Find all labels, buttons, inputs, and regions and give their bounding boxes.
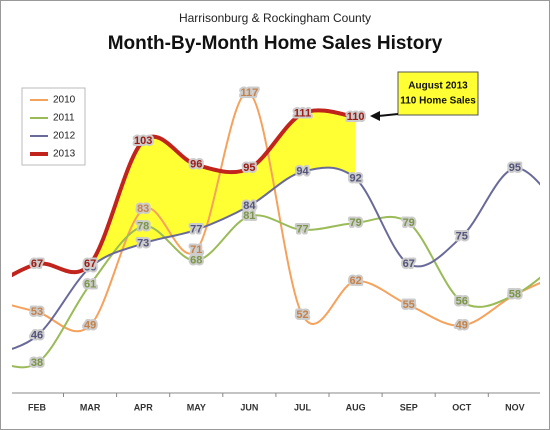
series-line — [12, 91, 540, 333]
data-label: 67 — [31, 258, 43, 270]
data-label: 96 — [190, 159, 202, 171]
legend-label: 2010 — [53, 95, 76, 106]
data-label: 111 — [294, 107, 311, 119]
x-tick-label: JUN — [240, 402, 258, 412]
data-label: 83 — [137, 203, 149, 215]
plot-area — [12, 91, 540, 369]
series-line — [12, 108, 356, 278]
data-label: 117 — [241, 87, 259, 99]
data-label: 61 — [84, 278, 96, 290]
x-tick-label: NOV — [505, 402, 525, 412]
x-tick-label: JUL — [294, 402, 312, 412]
legend-label: 2013 — [53, 149, 76, 160]
data-label: 58 — [509, 289, 521, 301]
x-tick-label: APR — [134, 402, 154, 412]
data-label: 67 — [403, 258, 415, 270]
series-line — [12, 166, 540, 350]
annotation-box — [397, 71, 479, 116]
data-label: 79 — [403, 217, 415, 229]
data-label: 73 — [137, 237, 149, 249]
data-label: 77 — [296, 224, 308, 236]
data-label: 66 — [84, 261, 96, 273]
annotation-arrow — [377, 113, 399, 117]
data-label: 95 — [509, 162, 521, 174]
data-label: 46 — [31, 330, 43, 342]
chart-subtitle: Harrisonburg & Rockingham County — [179, 11, 371, 25]
data-label: 79 — [349, 217, 361, 229]
data-label: 62 — [349, 275, 361, 287]
data-label: 67 — [84, 258, 96, 270]
data-label: 77 — [190, 224, 202, 236]
data-label: 92 — [349, 172, 361, 184]
highlight-area — [90, 110, 356, 268]
x-tick-label: OCT — [452, 402, 472, 412]
data-label: 81 — [243, 210, 255, 222]
data-label: 110 — [347, 111, 365, 123]
x-tick-label: FEB — [28, 402, 47, 412]
data-label: 38 — [31, 357, 43, 369]
x-tick-label: MAR — [80, 402, 101, 412]
legend-label: 2012 — [53, 131, 76, 142]
data-label: 103 — [134, 135, 152, 147]
data-label: 56 — [456, 296, 468, 308]
annotation-arrowhead — [370, 111, 380, 121]
data-label: 52 — [296, 309, 308, 321]
x-tick-label: SEP — [400, 402, 418, 412]
data-label: 94 — [296, 166, 309, 178]
data-label: 49 — [84, 319, 96, 331]
data-label: 49 — [456, 319, 468, 331]
data-label: 55 — [403, 299, 415, 311]
x-tick-label: MAY — [187, 402, 206, 412]
series-line — [12, 214, 540, 369]
data-label: 84 — [243, 200, 256, 212]
data-label: 78 — [137, 220, 149, 232]
legend-label: 2011 — [53, 113, 75, 124]
data-label: 53 — [31, 306, 43, 318]
chart-title: Month-By-Month Home Sales History — [108, 33, 443, 54]
annotation-text: August 2013 — [408, 81, 468, 92]
data-label: 75 — [456, 231, 468, 243]
data-label: 58 — [509, 289, 521, 301]
data-label: 71 — [190, 244, 202, 256]
data-label: 68 — [190, 254, 202, 266]
data-label: 95 — [243, 162, 255, 174]
annotation-text: 110 Home Sales — [400, 96, 476, 107]
x-tick-label: AUG — [346, 402, 366, 412]
